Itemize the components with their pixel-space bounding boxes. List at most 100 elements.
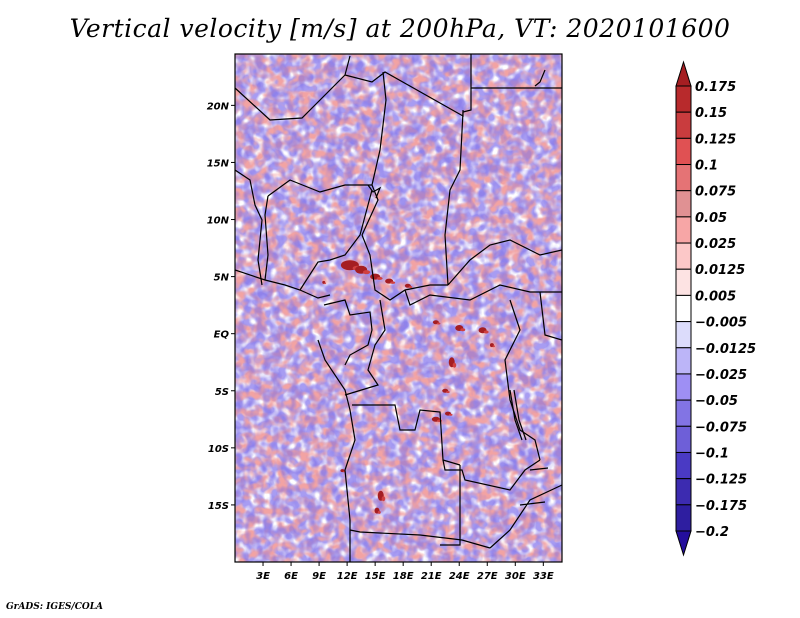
lat-tick-label: 15S — [208, 501, 229, 512]
colorbar-label: −0.05 — [695, 394, 738, 409]
colorbar-label: −0.2 — [695, 525, 729, 540]
colorbar-upper-arrow — [675, 60, 692, 87]
colorbar-box — [675, 85, 692, 113]
border-drc-east — [504, 299, 541, 461]
border-niger-nigeria — [267, 179, 372, 197]
lake-tanganyika — [509, 389, 527, 441]
colorbar-box — [675, 373, 692, 401]
colorbar-label: −0.0125 — [695, 342, 756, 357]
lat-tick-label: 15N — [207, 158, 230, 169]
lon-tick-label: 30E — [505, 571, 526, 582]
lon-tick-label: 6E — [284, 571, 298, 582]
colorbar-box — [675, 268, 692, 296]
updraft-cell-edge — [436, 322, 441, 325]
colorbar-label: 0.05 — [695, 211, 727, 226]
lon-tick-label: 15E — [365, 571, 386, 582]
colorbar-box — [675, 478, 692, 506]
colorbar-box — [675, 164, 692, 192]
map-frame — [234, 53, 563, 563]
lat-tick-label: 10N — [207, 216, 230, 227]
colorbar-label: 0.075 — [695, 185, 736, 200]
chart-title: Vertical velocity [m/s] at 200hPa, VT: 2… — [69, 14, 731, 43]
updraft-cell-edge — [381, 496, 386, 502]
updraft-cell-edge — [376, 276, 383, 280]
lat-tick-label: 10S — [208, 444, 229, 455]
strong-updraft-cells — [322, 260, 495, 514]
grads-credit: GrADS: IGES/COLA — [6, 602, 104, 612]
colorbar-box — [675, 399, 692, 427]
colorbar-box — [675, 347, 692, 375]
colorbar-box — [675, 190, 692, 218]
lon-tick-label: 3E — [256, 571, 270, 582]
latitude-axis: 20N 15N 10N 5N EQ 5S 10S 15S — [207, 101, 235, 512]
border-angola-zambia — [440, 465, 461, 546]
updraft-cell-edge — [460, 328, 466, 332]
colorbar-label: −0.005 — [695, 316, 747, 331]
longitude-axis: 3E 6E 9E 12E 15E 18E 21E 24E 27E 30E 33E — [256, 562, 554, 582]
colorbar-lower-arrow — [675, 530, 692, 557]
field-negative-layer — [235, 54, 562, 562]
lat-tick-label: EQ — [214, 330, 230, 341]
colorbar-label: 0.1 — [695, 159, 718, 174]
colorbar: 0.175 0.15 0.125 0.1 0.075 0.05 0.025 0.0125 0.0… — [675, 60, 756, 557]
colorbar-label: 0.025 — [695, 237, 736, 252]
coast-west-africa — [235, 269, 331, 299]
lon-tick-label: 21E — [421, 571, 442, 582]
border-angola-namibia — [349, 529, 491, 549]
colorbar-label: 0.0125 — [695, 263, 745, 278]
lat-tick-label: 5N — [214, 273, 230, 284]
lon-tick-label: 9E — [312, 571, 326, 582]
updraft-cell-edge — [452, 362, 457, 368]
lat-tick-label: 5S — [215, 387, 229, 398]
border-niger-chad — [361, 71, 387, 236]
colorbar-label: 0.15 — [695, 106, 727, 121]
border-gabon-congo — [323, 299, 373, 366]
lon-tick-label: 27E — [477, 571, 498, 582]
colorbar-box — [675, 504, 692, 532]
updraft-cell-edge — [324, 282, 327, 284]
border-drc-zambia — [442, 459, 541, 491]
lon-tick-label: 12E — [337, 571, 358, 582]
colorbar-label: 0.005 — [695, 289, 736, 304]
border-zambia-east — [519, 467, 549, 506]
colorbar-label: −0.075 — [695, 420, 747, 435]
border-drc-angola — [352, 404, 461, 466]
border-benin-togo-ghana — [264, 195, 269, 281]
colorbar-box — [675, 216, 692, 244]
border-ghana-burkina — [235, 169, 263, 286]
border-car-drc — [404, 284, 562, 306]
lon-tick-label: 24E — [449, 571, 470, 582]
updraft-cell-edge — [408, 285, 413, 288]
border-car-sudan — [447, 239, 562, 286]
colorbar-box — [675, 321, 692, 349]
border-uganda-kenya — [539, 291, 562, 341]
border-chad-sudan — [444, 88, 472, 286]
colorbar-box — [675, 111, 692, 139]
nile-lake — [534, 69, 546, 87]
border-nigeria-cameroon — [299, 189, 373, 291]
lon-tick-label: 33E — [533, 571, 554, 582]
lon-tick-label: 18E — [393, 571, 414, 582]
colorbar-label: −0.1 — [695, 446, 729, 461]
country-borders — [235, 54, 562, 562]
border-cameroon-car — [361, 234, 448, 301]
colorbar-label: 0.175 — [695, 80, 736, 95]
shaded-field — [235, 54, 562, 562]
colorbar-box — [675, 425, 692, 453]
updraft-cell-edge — [492, 345, 495, 348]
updraft-cell-edge — [446, 390, 450, 393]
colorbar-box — [675, 294, 692, 323]
updraft-cell-edge — [390, 281, 396, 284]
border-congo-drc — [344, 299, 386, 396]
colorbar-label: −0.025 — [695, 368, 747, 383]
updraft-cell-edge — [377, 510, 381, 514]
border-zambia-south — [489, 484, 562, 549]
colorbar-box — [675, 242, 692, 270]
colorbar-label: −0.175 — [695, 499, 747, 514]
updraft-cell-edge — [483, 330, 489, 334]
lat-tick-label: 20N — [207, 101, 230, 112]
border-algeria-niger — [235, 55, 351, 121]
coast-central-africa — [317, 339, 356, 562]
colorbar-box — [675, 451, 692, 480]
